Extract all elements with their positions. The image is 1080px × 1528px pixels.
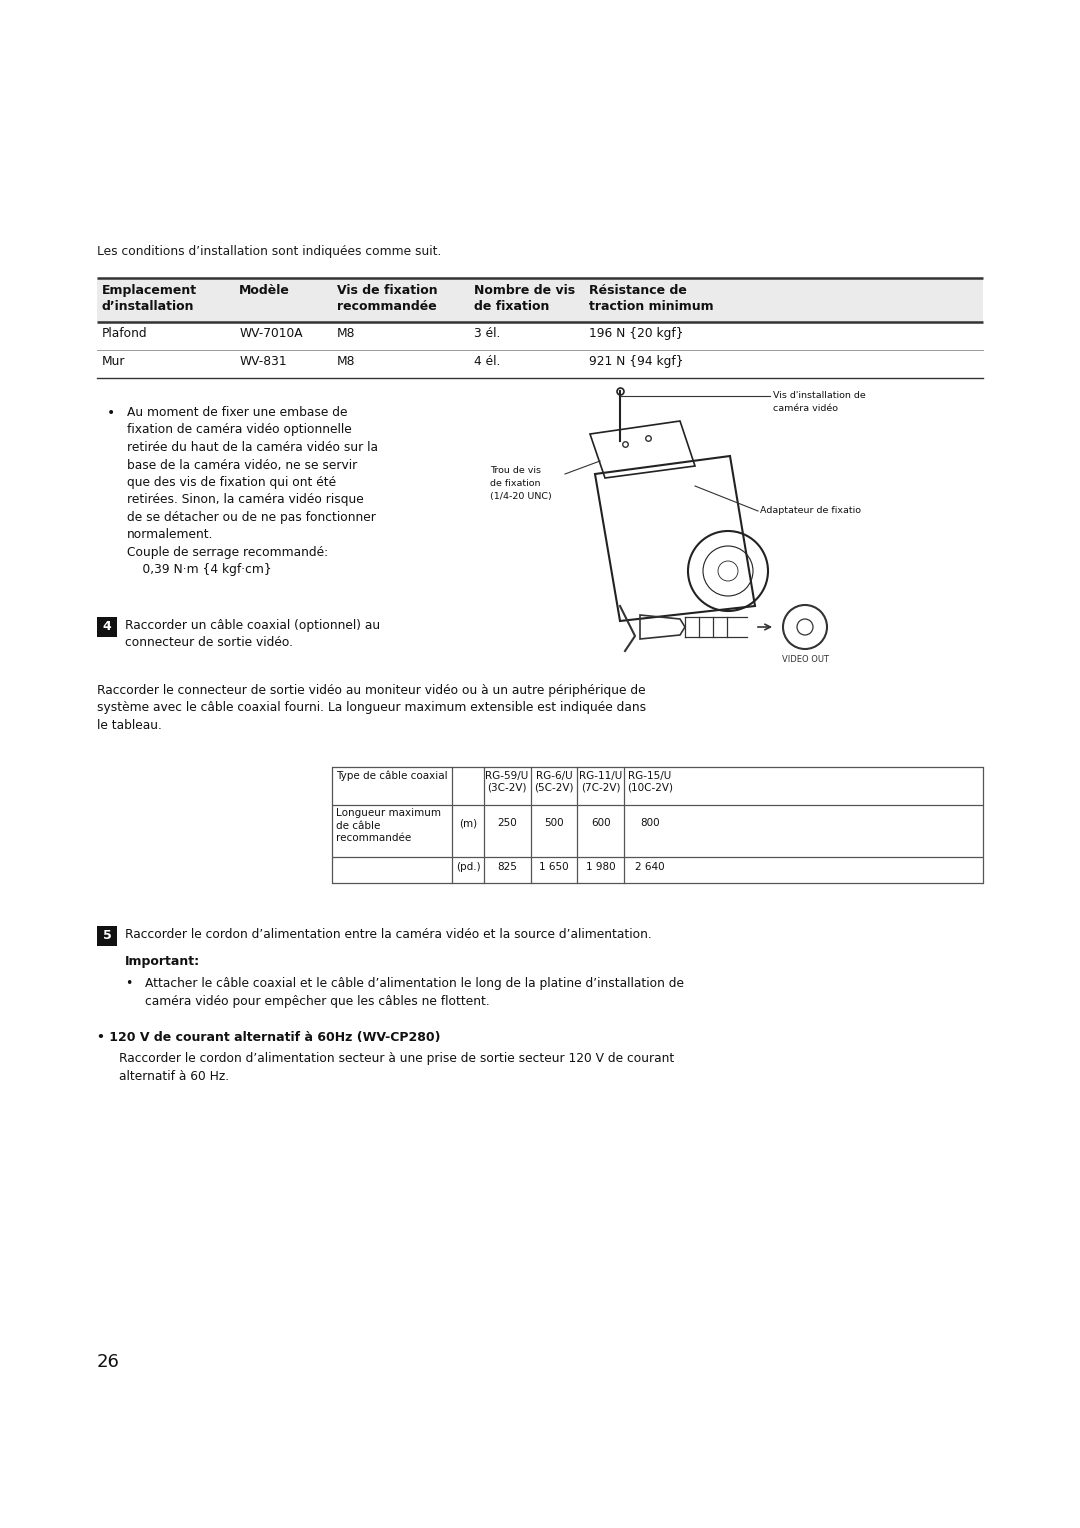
Text: caméra vidéo: caméra vidéo <box>773 403 838 413</box>
Text: que des vis de fixation qui ont été: que des vis de fixation qui ont été <box>127 477 336 489</box>
Text: WV-831: WV-831 <box>240 354 287 368</box>
Text: •: • <box>125 978 133 990</box>
Text: RG-15/U
(10C-2V): RG-15/U (10C-2V) <box>626 770 673 792</box>
Text: Emplacement
d’installation: Emplacement d’installation <box>102 284 198 313</box>
Text: Nombre de vis
de fixation: Nombre de vis de fixation <box>474 284 576 313</box>
Text: Vis de fixation
recommandée: Vis de fixation recommandée <box>337 284 437 313</box>
Text: RG-6/U
(5C-2V): RG-6/U (5C-2V) <box>535 770 573 792</box>
Text: fixation de caméra vidéo optionnelle: fixation de caméra vidéo optionnelle <box>127 423 352 437</box>
Text: WV-7010A: WV-7010A <box>240 327 303 341</box>
Text: Modèle: Modèle <box>240 284 291 296</box>
Text: RG-11/U
(7C-2V): RG-11/U (7C-2V) <box>579 770 622 792</box>
Text: retirées. Sinon, la caméra vidéo risque: retirées. Sinon, la caméra vidéo risque <box>127 494 364 506</box>
Bar <box>97 617 117 637</box>
Text: le tableau.: le tableau. <box>97 720 162 732</box>
Text: M8: M8 <box>337 327 355 341</box>
Text: (m): (m) <box>459 819 477 828</box>
Bar <box>97 278 983 322</box>
Text: alternatif à 60 Hz.: alternatif à 60 Hz. <box>119 1070 229 1082</box>
Text: connecteur de sortie vidéo.: connecteur de sortie vidéo. <box>125 637 293 649</box>
Text: Raccorder le cordon d’alimentation secteur à une prise de sortie secteur 120 V d: Raccorder le cordon d’alimentation secte… <box>119 1051 674 1065</box>
Text: Important:: Important: <box>125 955 200 969</box>
Text: Au moment de fixer une embase de: Au moment de fixer une embase de <box>127 406 348 419</box>
Text: 2 640: 2 640 <box>635 862 664 872</box>
Text: normalement.: normalement. <box>127 529 214 541</box>
Bar <box>97 926 117 946</box>
Text: de fixation: de fixation <box>490 478 540 487</box>
Text: (1/4-20 UNC): (1/4-20 UNC) <box>490 492 552 501</box>
Text: Attacher le câble coaxial et le câble d’alimentation le long de la platine d’ins: Attacher le câble coaxial et le câble d’… <box>145 978 684 990</box>
Text: 5: 5 <box>103 929 111 941</box>
Text: 26: 26 <box>97 1352 120 1371</box>
Text: Vis d'installation de: Vis d'installation de <box>773 391 866 400</box>
Text: (pd.): (pd.) <box>456 862 481 872</box>
Text: 4 él.: 4 él. <box>474 354 500 368</box>
Text: 4: 4 <box>103 620 111 634</box>
Text: retirée du haut de la caméra vidéo sur la: retirée du haut de la caméra vidéo sur l… <box>127 442 378 454</box>
Text: 1 650: 1 650 <box>539 862 569 872</box>
Text: RG-59/U
(3C-2V): RG-59/U (3C-2V) <box>486 770 529 792</box>
Text: Mur: Mur <box>102 354 125 368</box>
Text: 921 N {94 kgf}: 921 N {94 kgf} <box>590 354 684 368</box>
Text: • 120 V de courant alternatif à 60Hz (WV-CP280): • 120 V de courant alternatif à 60Hz (WV… <box>97 1030 441 1044</box>
Text: Résistance de
traction minimum: Résistance de traction minimum <box>590 284 714 313</box>
Text: Les conditions d’installation sont indiquées comme suit.: Les conditions d’installation sont indiq… <box>97 244 442 258</box>
Text: 1 980: 1 980 <box>586 862 616 872</box>
Text: de se détacher ou de ne pas fonctionner: de se détacher ou de ne pas fonctionner <box>127 510 376 524</box>
Text: VIDEO OUT: VIDEO OUT <box>782 656 828 665</box>
Text: Couple de serrage recommandé:: Couple de serrage recommandé: <box>127 545 328 559</box>
Text: Raccorder le cordon d’alimentation entre la caméra vidéo et la source d’alimenta: Raccorder le cordon d’alimentation entre… <box>125 927 651 941</box>
Text: 800: 800 <box>639 819 660 828</box>
Text: 500: 500 <box>544 819 564 828</box>
Text: base de la caméra vidéo, ne se servir: base de la caméra vidéo, ne se servir <box>127 458 357 472</box>
Text: 196 N {20 kgf}: 196 N {20 kgf} <box>590 327 684 341</box>
Text: 825: 825 <box>497 862 517 872</box>
Text: 600: 600 <box>591 819 610 828</box>
Text: caméra vidéo pour empêcher que les câbles ne flottent.: caméra vidéo pour empêcher que les câble… <box>145 995 489 1008</box>
Text: 3 él.: 3 él. <box>474 327 500 341</box>
Text: système avec le câble coaxial fourni. La longueur maximum extensible est indiqué: système avec le câble coaxial fourni. La… <box>97 701 646 715</box>
Text: M8: M8 <box>337 354 355 368</box>
Text: •: • <box>107 406 116 420</box>
Text: Longueur maximum
de câble
recommandée: Longueur maximum de câble recommandée <box>336 808 441 843</box>
Text: 0,39 N·m {4 kgf·cm}: 0,39 N·m {4 kgf·cm} <box>127 564 272 576</box>
Text: Raccorder le connecteur de sortie vidéo au moniteur vidéo ou à un autre périphér: Raccorder le connecteur de sortie vidéo … <box>97 685 646 697</box>
Text: Trou de vis: Trou de vis <box>490 466 541 475</box>
Text: Type de câble coaxial: Type de câble coaxial <box>336 770 447 781</box>
Text: Adaptateur de fixatio: Adaptateur de fixatio <box>760 506 861 515</box>
Text: 250: 250 <box>497 819 517 828</box>
Text: Plafond: Plafond <box>102 327 148 341</box>
Text: Raccorder un câble coaxial (optionnel) au: Raccorder un câble coaxial (optionnel) a… <box>125 619 380 633</box>
